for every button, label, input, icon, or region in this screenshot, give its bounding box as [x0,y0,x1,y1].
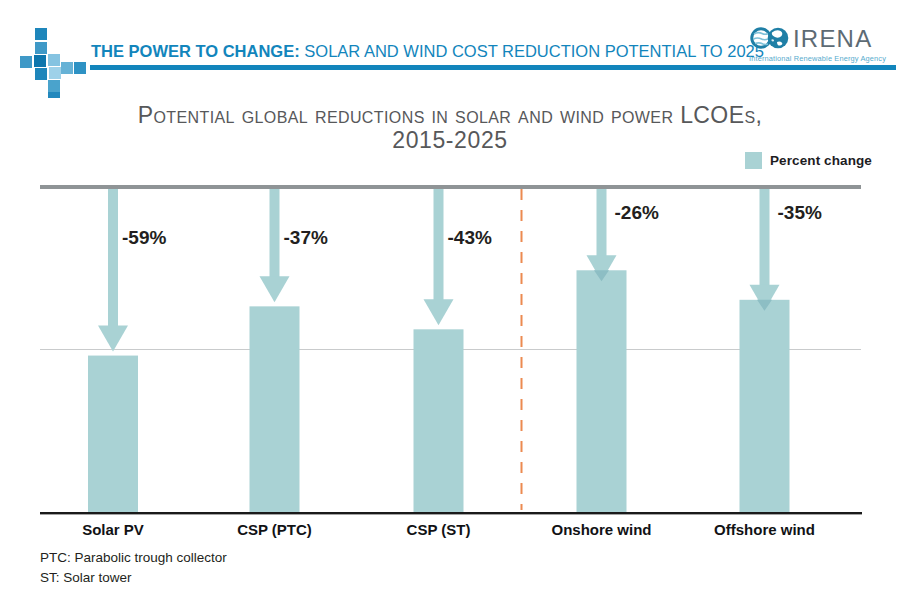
category-label: Solar PV [33,521,193,538]
percent-change-label: -59% [122,227,166,249]
footnote-ptc: PTC: Parabolic trough collector [40,550,227,565]
percent-change-label: -26% [615,202,659,224]
footnote-st: ST: Solar tower [40,570,132,585]
infographic-page: { "header": { "title_bold": "THE POWER T… [0,0,900,609]
percent-change-label: -43% [448,227,492,249]
category-label: Offshore wind [685,521,845,538]
percent-change-label: -35% [778,202,822,224]
lcoe-reduction-chart [0,0,900,609]
category-label: CSP (PTC) [195,521,355,538]
category-label: Onshore wind [522,521,682,538]
percent-change-label: -37% [284,227,328,249]
category-label: CSP (ST) [359,521,519,538]
